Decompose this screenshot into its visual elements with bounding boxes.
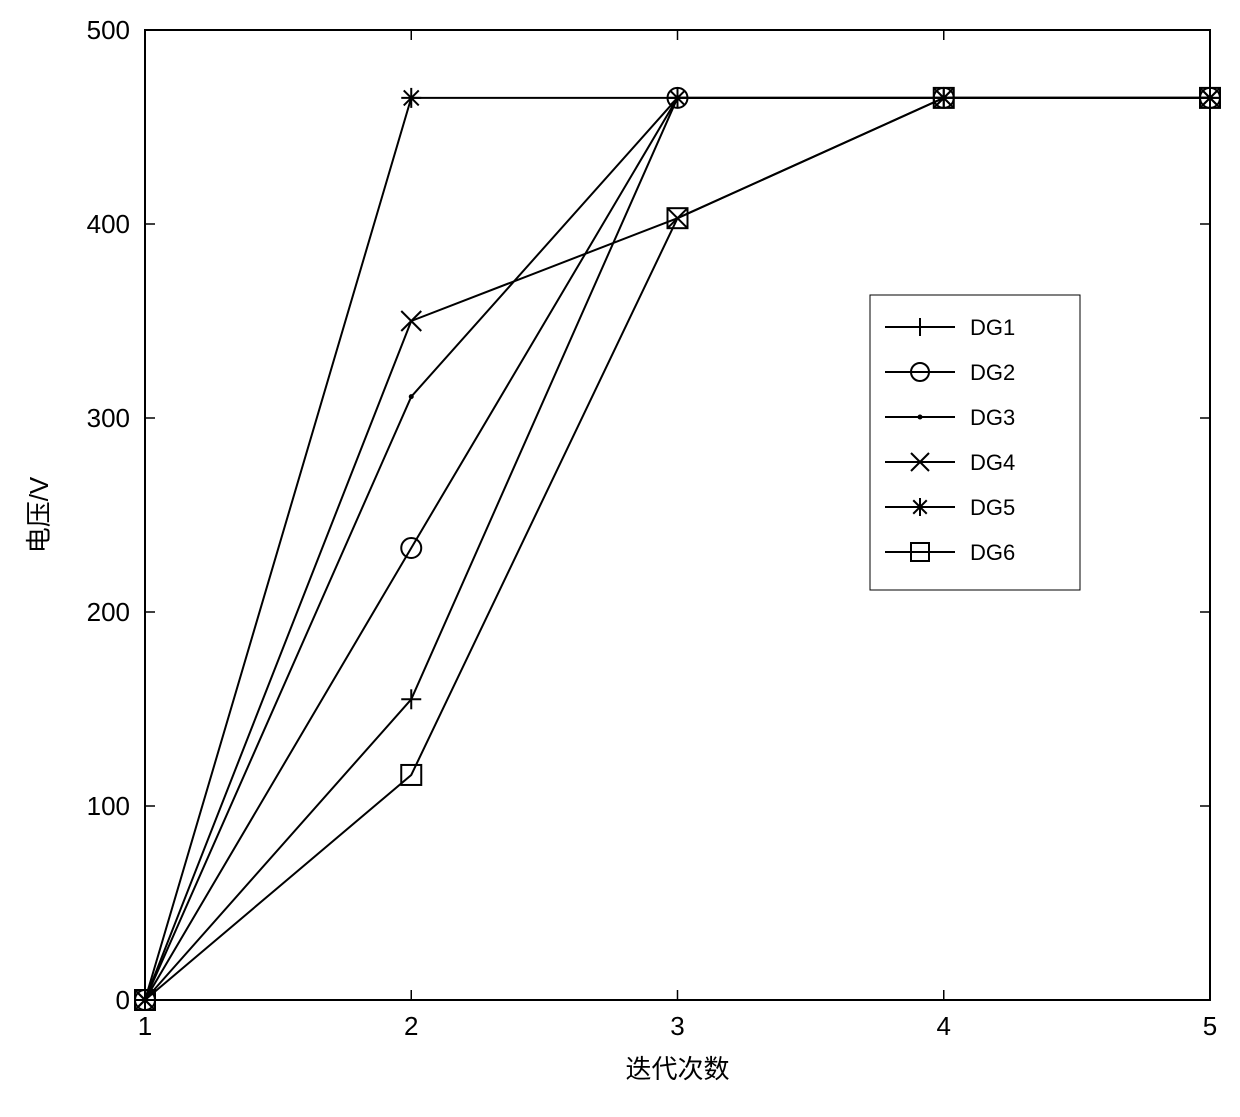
series-DG6: [135, 88, 1220, 1010]
chart-container: 12345 0100200300400500 迭代次数 电压/V DG1DG2D…: [0, 0, 1240, 1117]
y-tick-label: 500: [87, 15, 130, 45]
legend: DG1 DG2 DG3 DG4 DG5 DG6: [870, 295, 1080, 590]
x-tick-label: 1: [138, 1011, 152, 1041]
legend-item-label: DG2: [970, 360, 1015, 385]
legend-item-label: DG1: [970, 315, 1015, 340]
legend-item-label: DG4: [970, 450, 1015, 475]
x-tick-label: 2: [404, 1011, 418, 1041]
x-axis-label: 迭代次数: [625, 1054, 729, 1084]
y-axis-label: 电压/V: [24, 476, 54, 553]
x-tick-label: 5: [1203, 1011, 1217, 1041]
x-tick-label: 3: [670, 1011, 684, 1041]
x-tick-label: 4: [937, 1011, 951, 1041]
y-tick-label: 400: [87, 209, 130, 239]
plot-border: [145, 30, 1210, 1000]
legend-item-label: DG6: [970, 540, 1015, 565]
chart-svg: 12345 0100200300400500 迭代次数 电压/V DG1DG2D…: [0, 0, 1240, 1117]
y-tick-label: 0: [116, 985, 130, 1015]
y-tick-label: 200: [87, 597, 130, 627]
series-group: [135, 88, 1220, 1010]
legend-item-label: DG5: [970, 495, 1015, 520]
y-tick-label: 300: [87, 403, 130, 433]
legend-item-label: DG3: [970, 405, 1015, 430]
y-tick-label: 100: [87, 791, 130, 821]
x-axis-ticks: 1 2 3 4 5: [138, 30, 1217, 1041]
